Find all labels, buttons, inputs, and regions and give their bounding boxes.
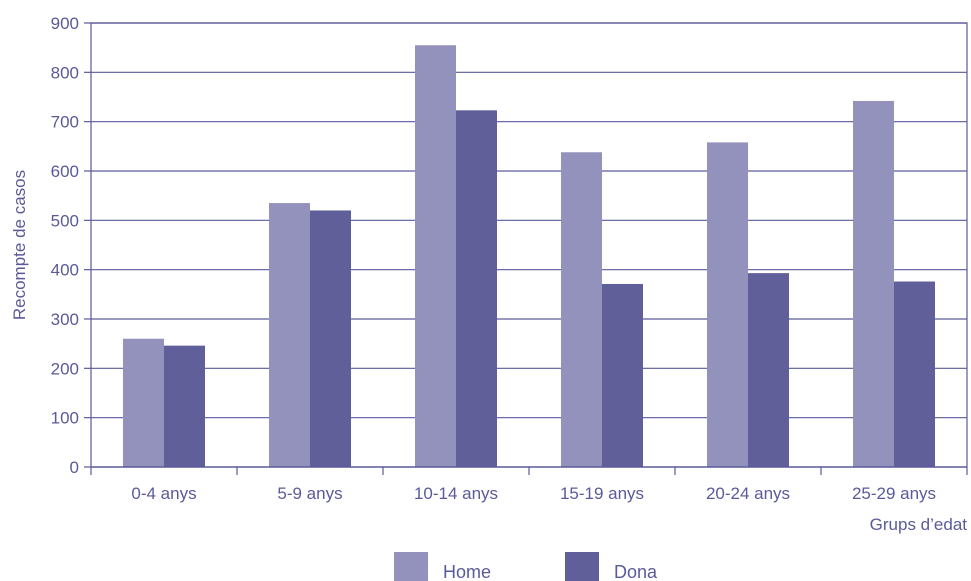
bar-home xyxy=(123,338,164,467)
legend-swatch-dona xyxy=(565,552,599,581)
bar-home xyxy=(561,152,602,467)
bar-home xyxy=(853,100,894,468)
bar-dona xyxy=(310,210,351,467)
y-axis-title: Recompte de casos xyxy=(10,170,29,320)
y-tick-labels: 0 100 200 300 400 500 600 700 800 900 xyxy=(51,14,79,477)
x-tick-label: 10-14 anys xyxy=(414,484,498,503)
y-tick-label: 0 xyxy=(70,458,79,477)
bar-home xyxy=(269,203,310,468)
grid-lines xyxy=(91,22,967,419)
bar-dona xyxy=(602,283,643,467)
x-tick-label: 0-4 anys xyxy=(131,484,196,503)
y-tick-label: 400 xyxy=(51,261,79,280)
bar-dona xyxy=(456,110,497,467)
bar-dona xyxy=(164,345,205,467)
y-tick-label: 100 xyxy=(51,409,79,428)
y-tick-label: 500 xyxy=(51,211,79,230)
legend-label-home: Home xyxy=(443,562,491,581)
y-tick-label: 800 xyxy=(51,63,79,82)
bar-dona xyxy=(748,273,789,467)
bar-home xyxy=(415,45,456,467)
legend: Home Dona xyxy=(394,552,658,581)
y-tick-label: 600 xyxy=(51,162,79,181)
plot-frame xyxy=(90,22,968,467)
legend-label-dona: Dona xyxy=(614,562,658,581)
legend-swatch-home xyxy=(394,552,428,581)
y-tick-label: 200 xyxy=(51,359,79,378)
x-tick-labels: 0-4 anys 5-9 anys 10-14 anys 15-19 anys 20-2… xyxy=(131,484,936,503)
bars xyxy=(123,45,935,468)
x-tick-label: 25-29 anys xyxy=(852,484,936,503)
x-axis-title: Grups d’edat xyxy=(870,515,968,534)
x-tick-label: 20-24 anys xyxy=(706,484,790,503)
bar-home xyxy=(707,142,748,468)
y-tick-label: 300 xyxy=(51,310,79,329)
bar-dona xyxy=(894,281,935,467)
y-tick-label: 900 xyxy=(51,14,79,33)
y-tick-label: 700 xyxy=(51,113,79,132)
x-tick-label: 5-9 anys xyxy=(277,484,342,503)
x-tick-label: 15-19 anys xyxy=(560,484,644,503)
axes xyxy=(84,22,968,475)
